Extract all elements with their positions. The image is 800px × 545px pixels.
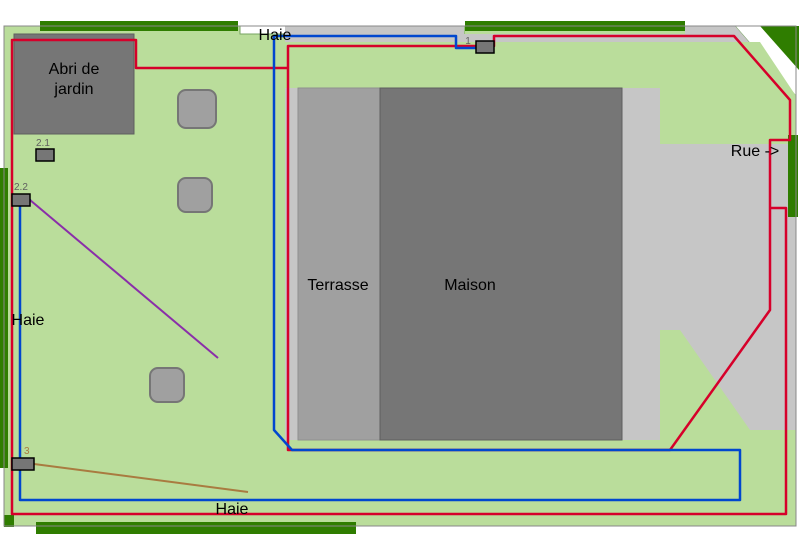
connector-2.1 bbox=[36, 149, 54, 161]
stepping-stone bbox=[178, 90, 216, 128]
terrace bbox=[298, 88, 380, 440]
label-hedge-top: Haie bbox=[259, 27, 292, 44]
hedge bbox=[4, 515, 14, 527]
label-conn-1: 1 bbox=[465, 36, 471, 47]
stepping-stone bbox=[150, 368, 184, 402]
hedge bbox=[36, 522, 356, 534]
label-hedge-left: Haie bbox=[12, 312, 45, 329]
garden-plan: Abri de jardin Terrasse Maison Rue -> Haie Hai… bbox=[0, 0, 800, 545]
connector-1 bbox=[476, 41, 494, 53]
label-conn-22: 2.2 bbox=[14, 182, 28, 193]
stepping-stone bbox=[178, 178, 212, 212]
connector-2.2 bbox=[12, 194, 30, 206]
label-hedge-bottom: Haie bbox=[216, 501, 249, 518]
connector-3 bbox=[12, 458, 34, 470]
label-shed: jardin bbox=[53, 81, 93, 98]
label-conn-3: 3 bbox=[24, 446, 30, 457]
label-conn-21: 2.1 bbox=[36, 138, 50, 149]
label-street: Rue -> bbox=[731, 143, 779, 160]
label-shed: Abri de bbox=[49, 61, 100, 78]
house bbox=[380, 88, 622, 440]
label-house: Maison bbox=[444, 277, 496, 294]
label-terrace: Terrasse bbox=[307, 277, 368, 294]
